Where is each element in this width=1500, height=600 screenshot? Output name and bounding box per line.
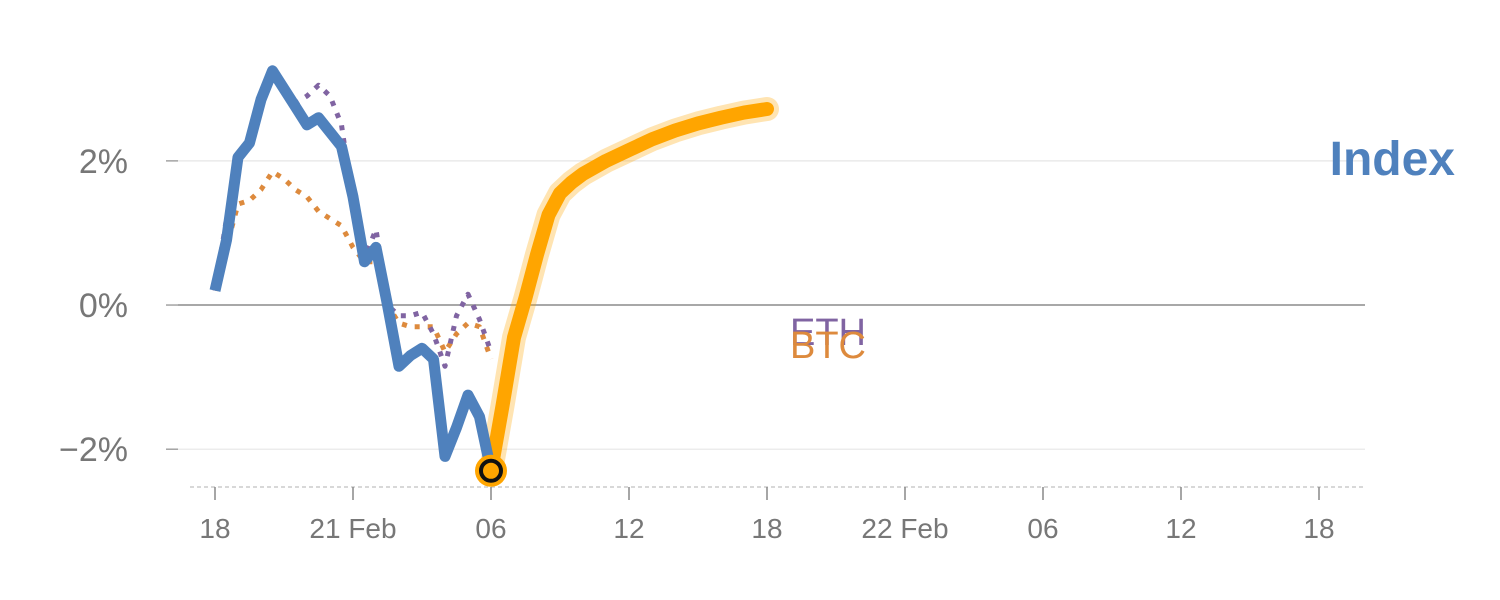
series-label-eth: ETH — [790, 312, 866, 354]
x-tick-label: 21 Feb — [309, 513, 396, 544]
y-tick-label: 0% — [79, 287, 128, 325]
x-tick-label: 12 — [1165, 513, 1196, 544]
x-tick-label: 18 — [1303, 513, 1334, 544]
x-tick-label: 12 — [613, 513, 644, 544]
x-tick-label: 06 — [1027, 513, 1058, 544]
x-tick-label: 18 — [199, 513, 230, 544]
series-line-btc — [212, 169, 494, 360]
series-label-btc: BTC — [790, 325, 866, 367]
axis-layer: 2% 0% −2% 18 21 Feb 06 12 18 22 Feb 06 12 18 — [59, 143, 1365, 544]
x-tick-label: 22 Feb — [861, 513, 948, 544]
series-label-index: Index — [1330, 133, 1456, 186]
current-point-marker — [479, 458, 503, 483]
forecast-line — [484, 102, 774, 478]
y-tick-label: −2% — [59, 431, 128, 469]
x-tick-label: 06 — [475, 513, 506, 544]
y-tick-label: 2% — [79, 143, 128, 181]
grid-layer — [178, 160, 1365, 450]
series-line-index — [209, 65, 497, 472]
x-tick-label: 18 — [751, 513, 782, 544]
series-layer — [209, 64, 779, 487]
